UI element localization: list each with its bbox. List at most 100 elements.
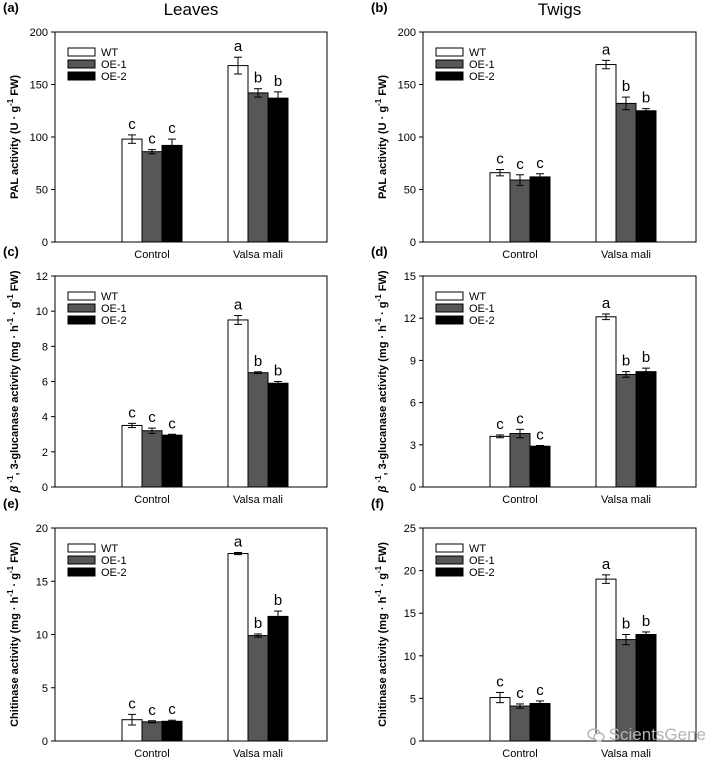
panel-label: (e) [3, 496, 19, 511]
legend-swatch [67, 315, 96, 325]
significance-letter: b [622, 353, 630, 370]
y-tick-label: 20 [36, 523, 48, 535]
x-tick-label: Valsa mali [601, 494, 651, 506]
significance-letter: a [234, 38, 243, 55]
y-tick-label: 0 [410, 736, 416, 748]
plot-frame [422, 527, 697, 742]
significance-letter: c [128, 116, 136, 133]
y-tick-label: 200 [30, 27, 48, 39]
x-tick-label: Control [134, 249, 169, 261]
significance-letter: c [496, 416, 504, 433]
legend-label: OE-2 [101, 315, 127, 327]
plot-frame [422, 275, 697, 488]
y-axis-label: PAL activity (U · g-1 FW) [374, 75, 389, 199]
legend-swatch [435, 567, 464, 577]
y-tick-label: 100 [30, 132, 48, 144]
bar-OE-1-Valsa-mali [615, 373, 637, 488]
bar-WT-Control [489, 697, 511, 742]
significance-letter: c [148, 131, 156, 148]
plot-frame [54, 31, 328, 243]
significance-letter: c [168, 701, 176, 718]
y-axis-label: PAL activity (U · g-1 FW) [6, 75, 21, 199]
bar-OE-2-Valsa-mali [635, 371, 657, 488]
legend-label: OE-2 [469, 71, 495, 83]
bar-OE-2-Valsa-mali [267, 382, 289, 488]
bar-WT-Control [489, 435, 511, 488]
chart-panel-e: (e) 0 5 10 15 20 c a c b c b Control Valsa mali WTOE-1… [3, 496, 328, 760]
y-tick-label: 9 [410, 355, 416, 367]
bar-OE-1-Valsa-mali [615, 102, 637, 243]
x-tick-label: Valsa mali [601, 748, 651, 760]
legend-swatch [435, 315, 464, 325]
legend-swatch [435, 71, 464, 81]
y-tick-label: 6 [410, 398, 416, 410]
significance-letter: b [274, 592, 282, 609]
legend-label: OE-1 [469, 303, 495, 315]
x-tick-label: Valsa mali [233, 748, 283, 760]
legend-label: WT [101, 543, 118, 555]
legend-label: OE-2 [469, 315, 495, 327]
y-axis-label: β -1, 3-glucanase activity (mg · h-1 · g… [374, 270, 389, 493]
significance-letter: a [234, 533, 243, 550]
bar-OE-1-Valsa-mali [247, 372, 269, 488]
bar-OE-2-Control [161, 720, 183, 742]
panel-label: (f) [371, 496, 384, 511]
chart-title: Twigs [538, 0, 581, 19]
y-tick-label: 200 [398, 27, 416, 39]
bar-OE-1-Valsa-mali [247, 635, 269, 742]
chart-panel-b: (b) Twigs 0 50 100 150 200 c a c b c b Control Valsa m… [371, 0, 697, 261]
bar-WT-Control [489, 172, 511, 243]
legend-swatch [435, 543, 464, 553]
legend-swatch [67, 303, 96, 313]
watermark: ScientsGene [586, 725, 706, 745]
y-tick-label: 10 [404, 651, 416, 663]
panel-label: (c) [3, 244, 19, 259]
y-tick-label: 5 [410, 693, 416, 705]
bar-WT-Valsa-mali [227, 65, 249, 243]
significance-letter: a [602, 295, 611, 312]
y-tick-label: 10 [36, 630, 48, 642]
significance-letter: c [148, 409, 156, 426]
significance-letter: c [496, 673, 504, 690]
y-tick-label: 50 [36, 185, 48, 197]
significance-letter: c [516, 410, 524, 427]
panel-label: (d) [371, 244, 388, 259]
significance-letter: c [128, 404, 136, 421]
significance-letter: b [642, 349, 650, 366]
legend-label: OE-1 [469, 59, 495, 71]
y-tick-label: 12 [404, 313, 416, 325]
bar-OE-1-Control [509, 705, 531, 742]
legend-label: OE-1 [101, 59, 127, 71]
y-tick-label: 50 [404, 185, 416, 197]
y-tick-label: 15 [404, 608, 416, 620]
bar-OE-2-Valsa-mali [267, 97, 289, 243]
significance-letter: b [622, 78, 630, 95]
y-tick-label: 15 [36, 576, 48, 588]
legend-label: OE-2 [101, 567, 127, 579]
plot-frame [422, 31, 697, 243]
y-tick-label: 150 [398, 80, 416, 92]
bar-OE-1-Control [509, 179, 531, 243]
legend-swatch [435, 59, 464, 69]
legend-swatch [67, 47, 96, 57]
y-tick-label: 12 [36, 271, 48, 283]
y-tick-label: 8 [42, 341, 48, 353]
y-tick-label: 15 [404, 271, 416, 283]
significance-letter: b [642, 613, 650, 630]
significance-letter: b [254, 353, 262, 370]
y-axis-label: β -1, 3-glucanase activity (mg · h-1 · g… [6, 270, 21, 493]
y-tick-label: 10 [36, 306, 48, 318]
significance-letter: b [254, 615, 262, 632]
y-tick-label: 0 [42, 237, 48, 249]
bar-OE-2-Control [529, 445, 551, 488]
legend-swatch [67, 71, 96, 81]
significance-letter: b [274, 73, 282, 90]
bar-OE-2-Control [161, 434, 183, 488]
bar-OE-2-Valsa-mali [635, 110, 657, 243]
y-tick-label: 20 [404, 566, 416, 578]
significance-letter: b [254, 70, 262, 87]
y-tick-label: 0 [410, 237, 416, 249]
